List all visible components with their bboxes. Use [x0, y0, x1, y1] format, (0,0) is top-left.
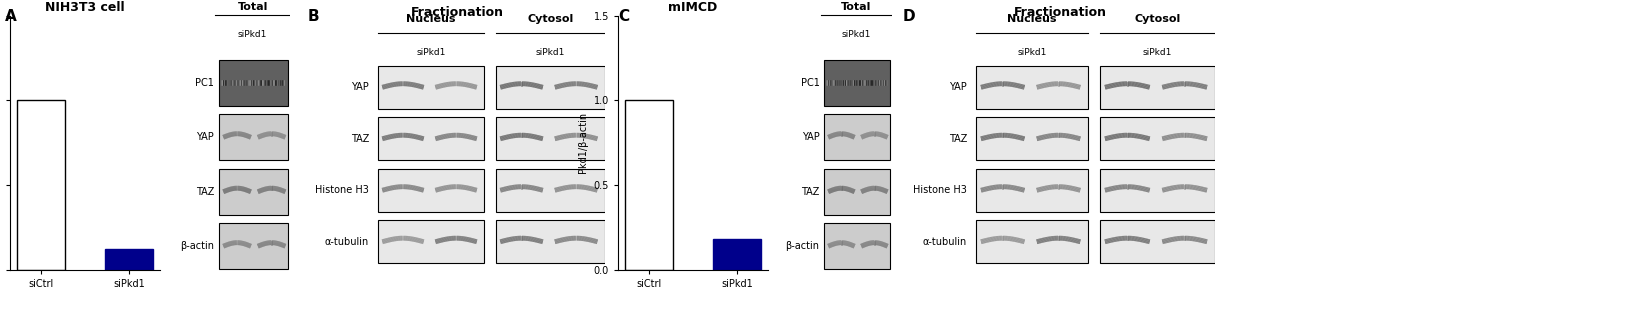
Bar — [220, 223, 288, 269]
Text: Histone H3: Histone H3 — [315, 185, 369, 195]
Bar — [824, 169, 889, 215]
Bar — [976, 220, 1088, 263]
Bar — [1101, 117, 1215, 160]
Text: β-actin: β-actin — [180, 241, 215, 251]
Text: Histone H3: Histone H3 — [914, 185, 967, 195]
Bar — [377, 169, 485, 212]
Text: β-actin: β-actin — [785, 241, 820, 251]
Text: TAZ: TAZ — [195, 187, 215, 197]
Bar — [976, 66, 1088, 109]
Text: siPkd1: siPkd1 — [535, 48, 566, 57]
Bar — [1101, 220, 1215, 263]
Text: PC1: PC1 — [195, 78, 215, 88]
Text: Fractionation: Fractionation — [1013, 6, 1107, 19]
Bar — [624, 100, 673, 270]
Bar — [1101, 169, 1215, 212]
Text: siPkd1: siPkd1 — [416, 48, 446, 57]
Title: mIMCD: mIMCD — [668, 1, 717, 14]
Bar — [220, 114, 288, 160]
Bar — [976, 117, 1088, 160]
Text: siPkd1: siPkd1 — [1018, 48, 1047, 57]
Text: siPkd1: siPkd1 — [842, 30, 872, 39]
Bar — [824, 114, 889, 160]
Title: NIH3T3 cell: NIH3T3 cell — [46, 1, 125, 14]
Text: D: D — [902, 9, 915, 24]
Text: PC1: PC1 — [800, 78, 820, 88]
Text: YAP: YAP — [351, 82, 369, 92]
Text: YAP: YAP — [950, 82, 967, 92]
Text: siPkd1: siPkd1 — [1143, 48, 1172, 57]
Bar — [220, 169, 288, 215]
Bar — [220, 60, 288, 106]
Bar — [496, 169, 605, 212]
Bar — [496, 220, 605, 263]
Text: TAZ: TAZ — [351, 134, 369, 144]
Bar — [712, 239, 761, 270]
Text: TAZ: TAZ — [948, 134, 967, 144]
Text: Cytosol: Cytosol — [1135, 14, 1180, 24]
Text: Total: Total — [237, 2, 268, 12]
Bar — [16, 100, 65, 270]
Text: TAZ: TAZ — [802, 187, 820, 197]
Text: YAP: YAP — [802, 132, 820, 142]
Text: C: C — [618, 9, 629, 24]
Bar — [496, 66, 605, 109]
Text: α-tubulin: α-tubulin — [325, 237, 369, 247]
Bar — [496, 117, 605, 160]
Text: A: A — [5, 9, 16, 24]
Bar — [824, 60, 889, 106]
Bar — [377, 66, 485, 109]
Text: Total: Total — [841, 2, 872, 12]
Text: Cytosol: Cytosol — [527, 14, 574, 24]
Text: B: B — [307, 9, 320, 24]
Text: α-tubulin: α-tubulin — [922, 237, 967, 247]
Bar — [1101, 66, 1215, 109]
Text: Fractionation: Fractionation — [411, 6, 504, 19]
Text: Nucleus: Nucleus — [1008, 14, 1057, 24]
Text: siPkd1: siPkd1 — [237, 30, 267, 39]
Bar — [377, 220, 485, 263]
Bar — [104, 249, 153, 270]
Y-axis label: Pkd1/β-actin: Pkd1/β-actin — [577, 112, 589, 173]
Text: Nucleus: Nucleus — [406, 14, 455, 24]
Bar — [976, 169, 1088, 212]
Bar — [377, 117, 485, 160]
Bar — [824, 223, 889, 269]
Text: YAP: YAP — [197, 132, 215, 142]
